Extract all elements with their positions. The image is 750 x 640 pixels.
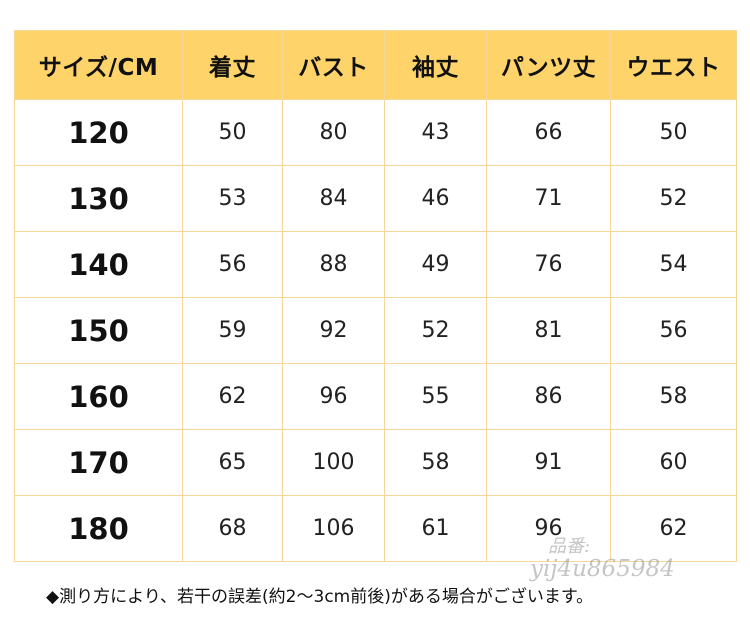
- pants-length-cell: 71: [486, 165, 611, 232]
- bust-cell: 80: [282, 99, 385, 166]
- waist-cell: 50: [610, 99, 737, 166]
- pants-length-cell: 96: [486, 495, 611, 562]
- size-cell: 170: [14, 429, 183, 496]
- waist-cell: 58: [610, 363, 737, 430]
- size-chart-table: サイズ/CM 着丈 バスト 袖丈 パンツ丈 ウエスト 120 50 80 43 …: [14, 30, 737, 562]
- size-cell: 160: [14, 363, 183, 430]
- sleeve-cell: 55: [384, 363, 487, 430]
- length-cell: 68: [182, 495, 283, 562]
- header-waist: ウエスト: [610, 30, 737, 100]
- length-cell: 62: [182, 363, 283, 430]
- bust-cell: 106: [282, 495, 385, 562]
- sleeve-cell: 46: [384, 165, 487, 232]
- size-cell: 180: [14, 495, 183, 562]
- pants-length-cell: 91: [486, 429, 611, 496]
- bust-cell: 92: [282, 297, 385, 364]
- table-row: 150 59 92 52 81 56: [14, 297, 737, 364]
- table-row: 130 53 84 46 71 52: [14, 165, 737, 232]
- header-pants-length: パンツ丈: [486, 30, 611, 100]
- length-cell: 56: [182, 231, 283, 298]
- length-cell: 65: [182, 429, 283, 496]
- size-cell: 150: [14, 297, 183, 364]
- bust-cell: 100: [282, 429, 385, 496]
- size-cell: 120: [14, 99, 183, 166]
- bust-cell: 96: [282, 363, 385, 430]
- size-cell: 140: [14, 231, 183, 298]
- waist-cell: 62: [610, 495, 737, 562]
- pants-length-cell: 76: [486, 231, 611, 298]
- length-cell: 53: [182, 165, 283, 232]
- sleeve-cell: 61: [384, 495, 487, 562]
- measurement-note: ◆測り方により、若干の誤差(約2～3cm前後)がある場合がございます。: [46, 587, 594, 607]
- sleeve-cell: 52: [384, 297, 487, 364]
- header-length: 着丈: [182, 30, 283, 100]
- header-sleeve: 袖丈: [384, 30, 487, 100]
- size-cell: 130: [14, 165, 183, 232]
- table-row: 170 65 100 58 91 60: [14, 429, 737, 496]
- header-size: サイズ/CM: [14, 30, 183, 100]
- table-header-row: サイズ/CM 着丈 バスト 袖丈 パンツ丈 ウエスト: [14, 30, 737, 100]
- bust-cell: 88: [282, 231, 385, 298]
- waist-cell: 60: [610, 429, 737, 496]
- table-row: 180 68 106 61 96 62: [14, 495, 737, 562]
- waist-cell: 56: [610, 297, 737, 364]
- waist-cell: 54: [610, 231, 737, 298]
- header-bust: バスト: [282, 30, 385, 100]
- bust-cell: 84: [282, 165, 385, 232]
- sleeve-cell: 43: [384, 99, 487, 166]
- pants-length-cell: 66: [486, 99, 611, 166]
- table-row: 140 56 88 49 76 54: [14, 231, 737, 298]
- table-row: 120 50 80 43 66 50: [14, 99, 737, 166]
- pants-length-cell: 81: [486, 297, 611, 364]
- waist-cell: 52: [610, 165, 737, 232]
- length-cell: 50: [182, 99, 283, 166]
- length-cell: 59: [182, 297, 283, 364]
- sleeve-cell: 49: [384, 231, 487, 298]
- table-row: 160 62 96 55 86 58: [14, 363, 737, 430]
- sleeve-cell: 58: [384, 429, 487, 496]
- pants-length-cell: 86: [486, 363, 611, 430]
